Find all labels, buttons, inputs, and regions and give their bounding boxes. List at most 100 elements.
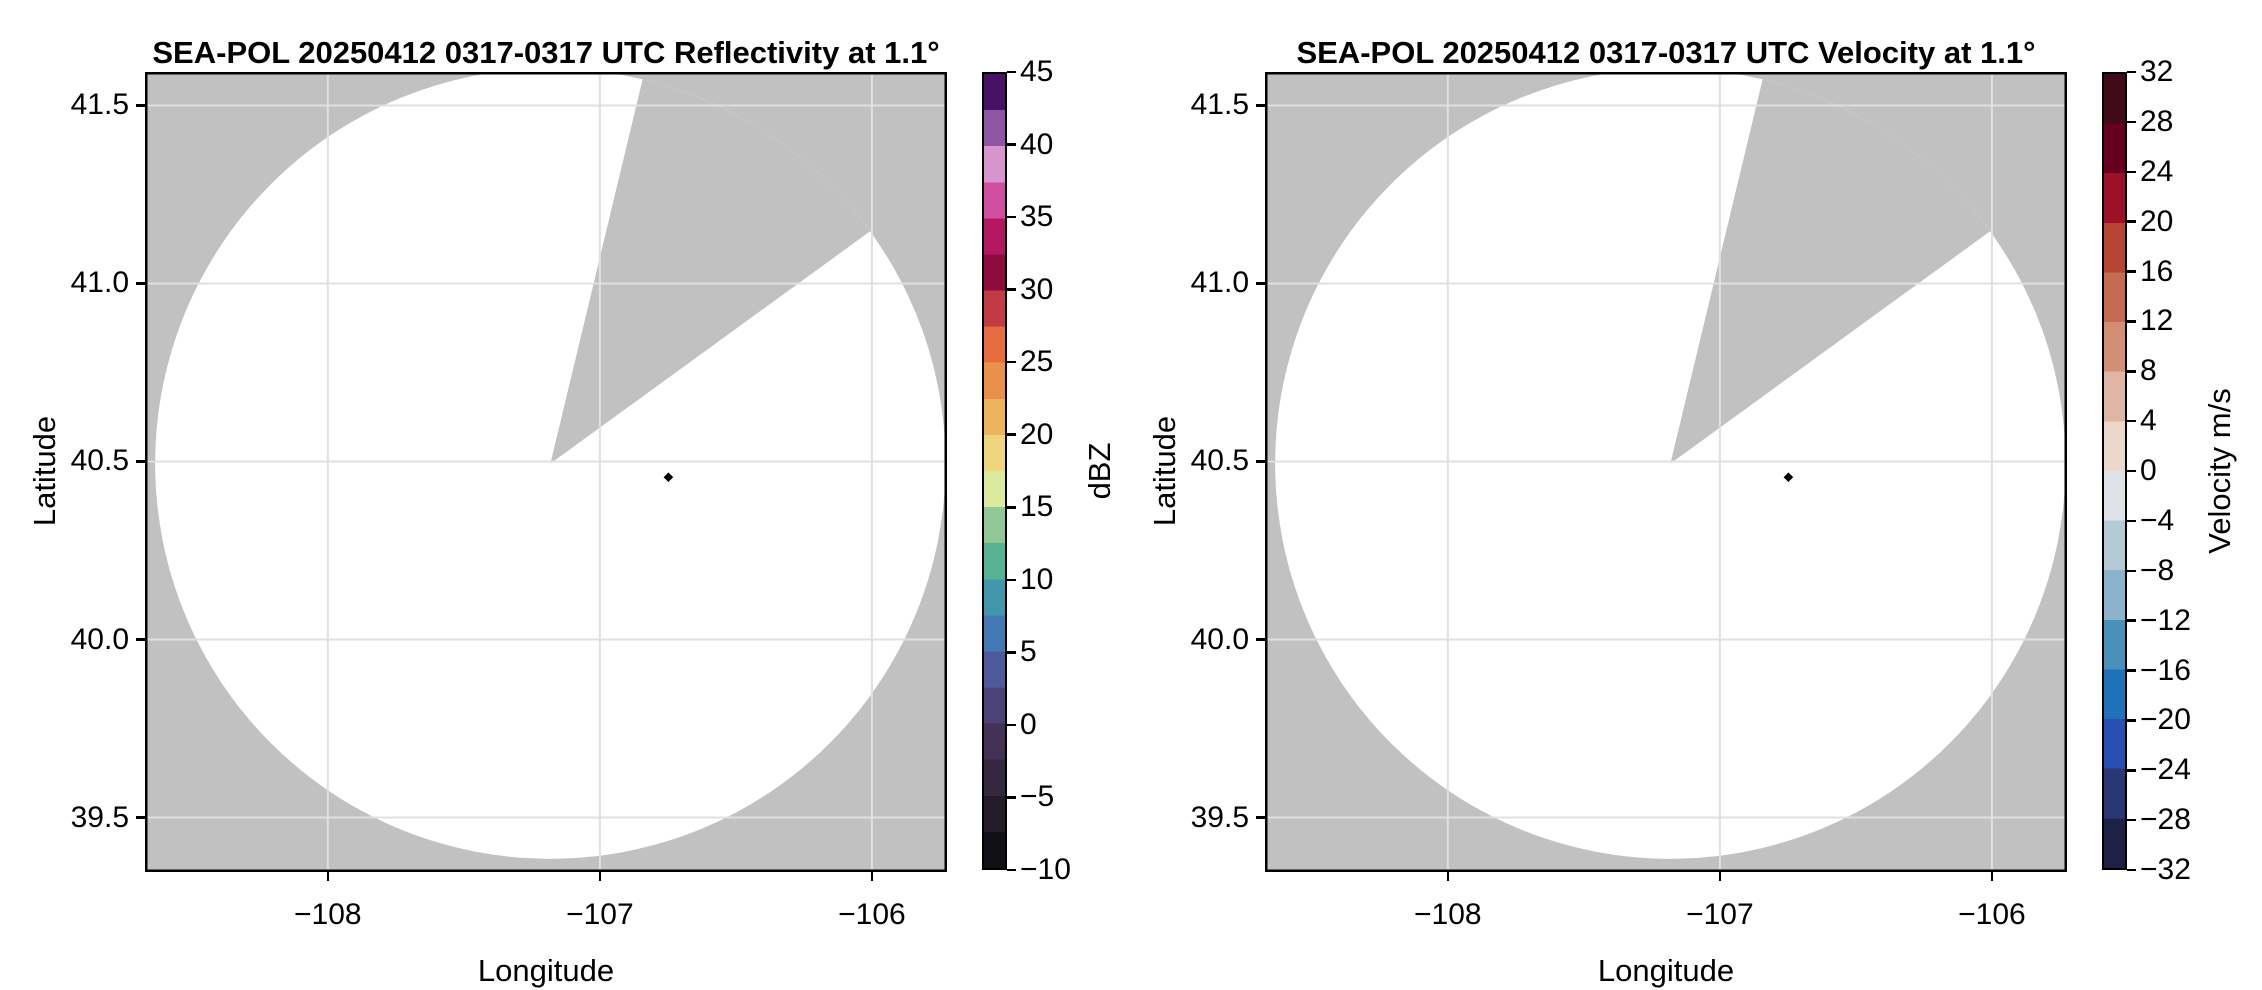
colorbar-tick-label: −16 — [2140, 653, 2191, 687]
y-tick-label: 41.0 — [1190, 266, 1249, 300]
missing-sector-wedge — [550, 79, 871, 464]
colorbar-tick-label: 24 — [2140, 154, 2174, 188]
colorbar-tick-mark — [2127, 619, 2136, 622]
colorbar-tick-label: −5 — [1020, 780, 1055, 814]
colorbar-tick-mark — [2127, 669, 2136, 672]
plot-frame — [1265, 72, 2067, 872]
y-tick-label: 39.5 — [70, 800, 129, 834]
y-tick-mark — [1256, 460, 1265, 463]
colorbar-tick-mark — [2127, 270, 2136, 273]
colorbar-tick-label: 4 — [2140, 404, 2157, 438]
colorbar-tick-mark — [1007, 796, 1016, 799]
location-marker-diamond — [1783, 472, 1794, 483]
x-tick-mark — [1718, 872, 1722, 881]
missing-sector-wedge — [1670, 79, 1991, 464]
y-tick-mark — [1256, 638, 1265, 641]
xlabel-longitude-left: Longitude — [477, 953, 615, 988]
colorbar-tick-label: 12 — [2140, 304, 2174, 338]
x-tick-mark — [326, 872, 330, 881]
colorbar-tick-mark — [2127, 70, 2136, 74]
colorbar-tick-label: 10 — [1020, 562, 1054, 596]
colorbar-tick-label: 0 — [1020, 707, 1037, 741]
y-tick-mark — [1256, 104, 1265, 107]
colorbar-tick-label: −20 — [2140, 703, 2191, 737]
colorbar-tick-mark — [1007, 215, 1016, 219]
x-tick-label: −108 — [1414, 898, 1482, 931]
colorbar-tick-mark — [2127, 769, 2136, 772]
colorbar-tick-mark — [2127, 469, 2136, 473]
x-tick-mark — [870, 872, 874, 881]
colorbar-tick-mark — [1007, 433, 1016, 436]
colorbar-tick-label: −28 — [2140, 803, 2191, 837]
y-tick-label: 40.0 — [1190, 622, 1249, 656]
radar-ppi-panel — [145, 68, 947, 872]
radar-ppi-plot — [145, 68, 947, 872]
y-tick-label: 40.5 — [70, 444, 129, 478]
x-tick-label: −106 — [1958, 898, 2026, 931]
colorbar-tick-label: 30 — [1020, 272, 1054, 306]
colorbar-tick-label: 45 — [1020, 55, 1054, 88]
colorbar-tick-mark — [2127, 419, 2136, 423]
colorbar-tick-label: −10 — [1020, 853, 1071, 886]
location-marker-diamond — [663, 472, 674, 483]
radar-ppi-panel — [1265, 68, 2067, 872]
y-tick-label: 41.5 — [1190, 88, 1249, 122]
x-tick-mark — [1446, 872, 1450, 881]
colorbar-tick-label: 32 — [2140, 55, 2174, 88]
colorbar-tick-mark — [1007, 578, 1016, 582]
colorbar-tick-label: −4 — [2140, 503, 2175, 537]
y-tick-label: 41.0 — [70, 266, 129, 300]
colorbar-tick-mark — [2127, 120, 2136, 124]
y-tick-mark — [136, 460, 145, 463]
colorbar-tick-mark — [1007, 288, 1016, 291]
colorbar-unit-velocity: Velocity m/s — [2202, 388, 2237, 554]
y-tick-label: 41.5 — [70, 88, 129, 122]
plot-frame — [145, 72, 947, 872]
colorbar-tick-mark — [1007, 723, 1016, 727]
colorbar-tick-label: 28 — [2140, 104, 2174, 138]
colorbar-tick-mark — [2127, 370, 2136, 373]
colorbar-tick-label: 35 — [1020, 200, 1054, 234]
y-tick-label: 39.5 — [1190, 800, 1249, 834]
colorbar-unit-dbz: dBZ — [1082, 442, 1117, 500]
colorbar-tick-mark — [1007, 360, 1016, 364]
colorbar-tick-label: −8 — [2140, 553, 2175, 587]
x-tick-label: −107 — [566, 898, 634, 931]
x-tick-mark — [598, 872, 602, 881]
colorbar-tick-mark — [1007, 143, 1016, 146]
colorbar-tick-mark — [2127, 220, 2136, 223]
y-tick-mark — [136, 104, 145, 107]
colorbar-tick-mark — [2127, 569, 2136, 572]
radar-ppi-plot — [1265, 68, 2067, 872]
panel-velocity-title: SEA-POL 20250412 0317-0317 UTC Velocity … — [1296, 35, 2036, 70]
y-tick-mark — [136, 816, 145, 819]
colorbar-tick-mark — [2127, 818, 2136, 822]
y-tick-mark — [136, 282, 145, 285]
colorbar-tick-mark — [1007, 651, 1016, 654]
colorbar-tick-label: 40 — [1020, 127, 1054, 161]
x-tick-label: −108 — [294, 898, 362, 931]
colorbar-tick-label: 20 — [2140, 204, 2174, 238]
colorbar-tick-mark — [2127, 519, 2136, 523]
colorbar-tick-label: −24 — [2140, 753, 2191, 787]
colorbar-tick-mark — [2127, 320, 2136, 323]
y-tick-mark — [1256, 282, 1265, 285]
colorbar-tick-label: −32 — [2140, 853, 2191, 886]
x-tick-label: −107 — [1686, 898, 1754, 931]
colorbar-tick-mark — [1007, 70, 1016, 74]
colorbar-tick-label: 5 — [1020, 635, 1037, 669]
colorbar-tick-mark — [1007, 506, 1016, 509]
colorbar-tick-mark — [2127, 868, 2136, 872]
y-tick-mark — [1256, 816, 1265, 819]
colorbar — [982, 72, 1007, 870]
colorbar-tick-mark — [2127, 719, 2136, 722]
panel-reflectivity-title: SEA-POL 20250412 0317-0317 UTC Reflectiv… — [152, 35, 940, 70]
colorbar-tick-mark — [2127, 170, 2136, 173]
colorbar-tick-label: 16 — [2140, 254, 2174, 288]
x-tick-label: −106 — [838, 898, 906, 931]
colorbar-tick-label: 0 — [2140, 454, 2157, 487]
colorbar-tick-label: −12 — [2140, 603, 2191, 637]
colorbar-tick-label: 20 — [1020, 417, 1054, 451]
colorbar-tick-mark — [1007, 868, 1016, 872]
